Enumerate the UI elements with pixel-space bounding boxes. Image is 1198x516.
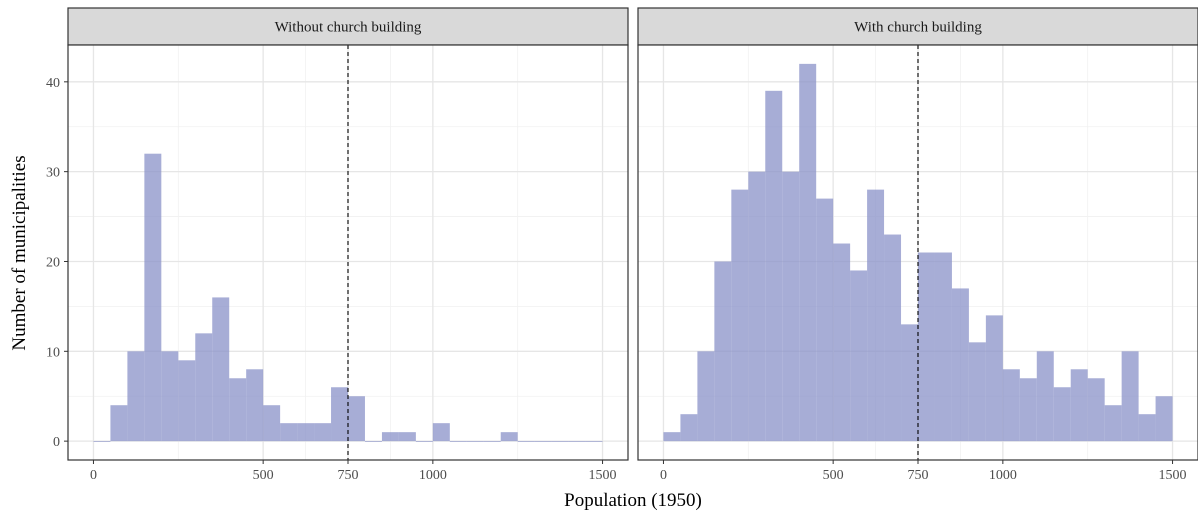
histogram-bar bbox=[680, 414, 698, 442]
histogram-bar bbox=[178, 360, 196, 442]
histogram-bar bbox=[314, 423, 332, 442]
histogram-bar bbox=[381, 432, 399, 442]
histogram-bar bbox=[1019, 378, 1037, 442]
y-tick-label: 30 bbox=[46, 166, 60, 181]
histogram-bar bbox=[748, 171, 766, 442]
facet-strip-label: Without church building bbox=[275, 20, 422, 36]
x-tick-label: 750 bbox=[908, 468, 929, 483]
histogram-bar bbox=[432, 423, 450, 442]
histogram-bar bbox=[297, 423, 315, 442]
x-tick-label: 500 bbox=[253, 468, 274, 483]
histogram-bar bbox=[348, 396, 365, 442]
y-tick-label: 10 bbox=[46, 345, 60, 360]
histogram-bar bbox=[731, 189, 749, 442]
x-tick-label: 0 bbox=[90, 468, 97, 483]
histogram-bar bbox=[568, 441, 586, 442]
histogram-bar bbox=[1121, 351, 1139, 442]
x-tick-label: 500 bbox=[823, 468, 844, 483]
histogram-bar bbox=[901, 324, 918, 442]
histogram-bar bbox=[663, 432, 681, 442]
histogram-bar bbox=[1036, 351, 1054, 442]
facet-strip bbox=[67, 7, 629, 46]
histogram-bar bbox=[93, 441, 111, 442]
histogram-bar bbox=[816, 198, 834, 442]
histogram-bar bbox=[714, 261, 732, 442]
histogram-bar bbox=[280, 423, 298, 442]
histogram-bar bbox=[799, 63, 817, 442]
facet-strip bbox=[637, 7, 1198, 46]
histogram-bar bbox=[918, 252, 935, 442]
x-tick-label: 1500 bbox=[589, 468, 617, 483]
y-tick-label: 20 bbox=[46, 255, 60, 270]
x-tick-label: 1000 bbox=[989, 468, 1017, 483]
histogram-bar bbox=[850, 270, 868, 442]
histogram-bar bbox=[1104, 405, 1122, 442]
histogram-bar bbox=[951, 288, 969, 442]
histogram-bar bbox=[331, 387, 348, 442]
histogram-bar bbox=[212, 297, 230, 442]
histogram-bar bbox=[110, 405, 128, 442]
histogram-bar bbox=[765, 90, 783, 442]
y-tick-label: 0 bbox=[53, 435, 60, 450]
histogram-bar bbox=[517, 441, 535, 442]
histogram-bar bbox=[1002, 369, 1020, 442]
histogram-bar bbox=[884, 234, 902, 442]
histogram-bar bbox=[364, 441, 382, 442]
histogram-bar bbox=[466, 441, 484, 442]
x-axis-title: Population (1950) bbox=[564, 490, 702, 511]
histogram-bar bbox=[483, 441, 501, 442]
histogram-bars bbox=[663, 63, 1173, 442]
histogram-bar bbox=[968, 342, 986, 442]
histogram-bar bbox=[934, 252, 952, 442]
histogram-bar bbox=[195, 333, 213, 442]
histogram-bar bbox=[144, 153, 162, 442]
histogram-bar bbox=[782, 171, 800, 442]
histogram-bar bbox=[867, 189, 885, 442]
facet-panel: With church building 0 500 750 1000 1500 bbox=[637, 7, 1198, 483]
x-tick-label: 750 bbox=[338, 468, 359, 483]
y-axis-title: Number of municipalities bbox=[9, 155, 30, 350]
histogram-bar bbox=[161, 351, 179, 442]
histogram-bar bbox=[833, 243, 851, 442]
histogram-bar bbox=[585, 441, 603, 442]
histogram-bar bbox=[127, 351, 145, 442]
histogram-bar bbox=[229, 378, 247, 442]
histogram-bar bbox=[1138, 414, 1156, 442]
x-tick-label: 0 bbox=[660, 468, 667, 483]
histogram-bar bbox=[985, 315, 1003, 442]
histogram-bar bbox=[697, 351, 715, 442]
histogram-bar bbox=[398, 432, 416, 442]
histogram-bar bbox=[449, 441, 467, 442]
histogram-bar bbox=[1087, 378, 1105, 442]
x-tick-label: 1500 bbox=[1159, 468, 1187, 483]
histogram-bar bbox=[263, 405, 281, 442]
histogram-bar bbox=[551, 441, 569, 442]
facet-strip-label: With church building bbox=[854, 20, 982, 36]
histogram-bar bbox=[246, 369, 264, 442]
histogram-bar bbox=[1155, 396, 1173, 442]
histogram-bar bbox=[1070, 369, 1088, 442]
histogram-bar bbox=[415, 441, 433, 442]
y-axis: 0 10 20 30 40 bbox=[46, 76, 68, 450]
x-tick-label: 1000 bbox=[419, 468, 447, 483]
facet-panel: Without church building 0 500 750 1000 1500 bbox=[67, 7, 629, 483]
histogram-bar bbox=[1053, 387, 1071, 442]
histogram-bar bbox=[500, 432, 518, 442]
y-tick-label: 40 bbox=[46, 76, 60, 91]
histogram-bars bbox=[93, 153, 603, 442]
histogram-bar bbox=[534, 441, 552, 442]
